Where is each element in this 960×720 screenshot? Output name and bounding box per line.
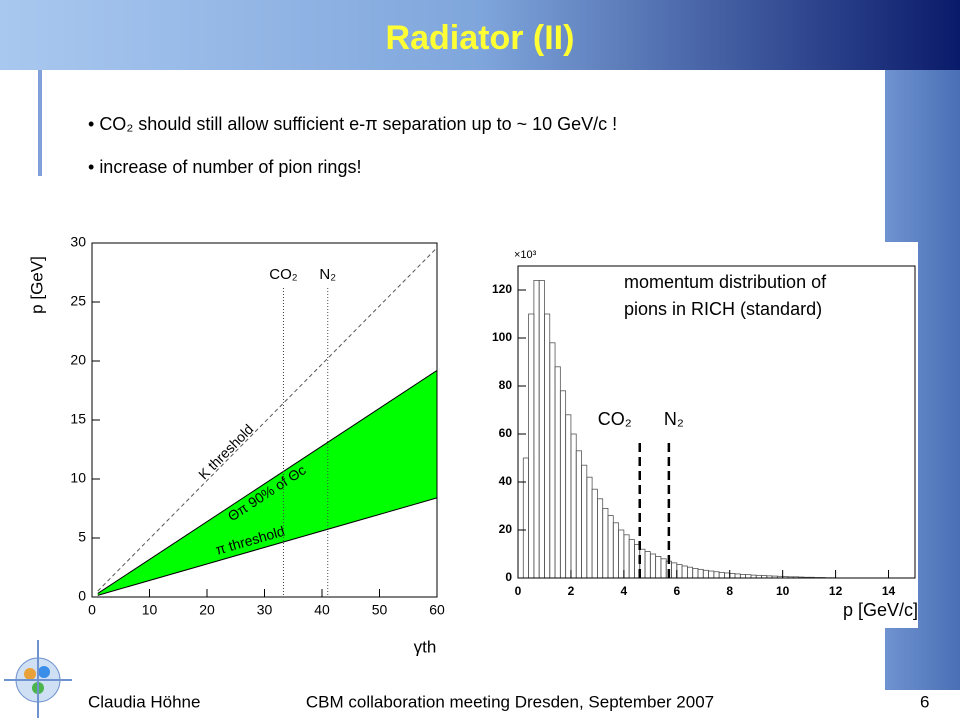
y-tick-label: 0 — [78, 588, 86, 604]
x-tick-label: 60 — [429, 602, 445, 618]
x-tick-label: 30 — [257, 602, 273, 618]
x-tick-label: 0 — [88, 602, 96, 618]
y-tick-label: 20 — [70, 352, 86, 368]
y-tick-label: 15 — [70, 411, 86, 427]
bullet-text: CO₂ should still allow sufficient e-π se… — [99, 114, 617, 134]
series-line — [97, 370, 438, 594]
y-tick-label: 40 — [499, 474, 513, 488]
y-axis-label: p [GeV] — [27, 256, 46, 314]
footer-event: CBM collaboration meeting Dresden, Septe… — [306, 692, 714, 711]
x-tick-label: 20 — [199, 602, 215, 618]
logo — [4, 640, 72, 718]
plot-frame — [517, 265, 916, 579]
y-tick-label: 20 — [499, 522, 513, 536]
x-tick-label: 10 — [776, 584, 790, 598]
y-tick-label: 5 — [78, 529, 86, 545]
x-tick-label: 4 — [621, 584, 628, 598]
x-tick-label: 14 — [882, 584, 896, 598]
footer-author: Claudia Höhne — [88, 692, 200, 711]
threshold-label: CO₂ — [269, 266, 298, 283]
x-tick-label: 10 — [142, 602, 158, 618]
x-tick-label: 12 — [829, 584, 843, 598]
x-tick-label: 2 — [568, 584, 575, 598]
y-tick-label: 0 — [505, 570, 512, 584]
x-axis-label: γth — [414, 637, 437, 656]
y-tick-label: 80 — [499, 378, 513, 392]
series-line — [97, 247, 438, 592]
y-tick-label: 25 — [70, 293, 86, 309]
threshold-label: CO₂ — [598, 409, 632, 429]
x-axis-label: p [GeV/c] — [843, 600, 918, 620]
series-line — [97, 497, 438, 596]
annotation: momentum distribution of — [624, 272, 827, 292]
x-tick-label: 40 — [314, 602, 330, 618]
bullet: • CO₂ should still allow sufficient e-π … — [88, 114, 617, 134]
y-tick-label: 60 — [499, 426, 513, 440]
threshold-label: N₂ — [319, 266, 336, 283]
x-tick-label: 0 — [515, 584, 522, 598]
right-panel — [483, 242, 918, 628]
title-bar — [0, 0, 960, 70]
x-tick-label: 6 — [673, 584, 680, 598]
y-tick-label: 30 — [70, 234, 86, 250]
threshold-label: N₂ — [664, 409, 684, 429]
y-tick-label: 10 — [70, 470, 86, 486]
x-tick-label: 8 — [726, 584, 733, 598]
bullet-text: increase of number of pion rings! — [99, 157, 361, 177]
y-tick-label: 120 — [492, 282, 512, 296]
y-tick-label: 100 — [492, 330, 512, 344]
x-tick-label: 50 — [372, 602, 388, 618]
y-axis-unit: ×10³ — [514, 249, 537, 261]
annotation: pions in RICH (standard) — [624, 299, 822, 319]
footer-page: 6 — [920, 692, 929, 711]
bullet: • increase of number of pion rings! — [88, 157, 361, 177]
slide-title: Radiator (II) — [386, 19, 575, 57]
